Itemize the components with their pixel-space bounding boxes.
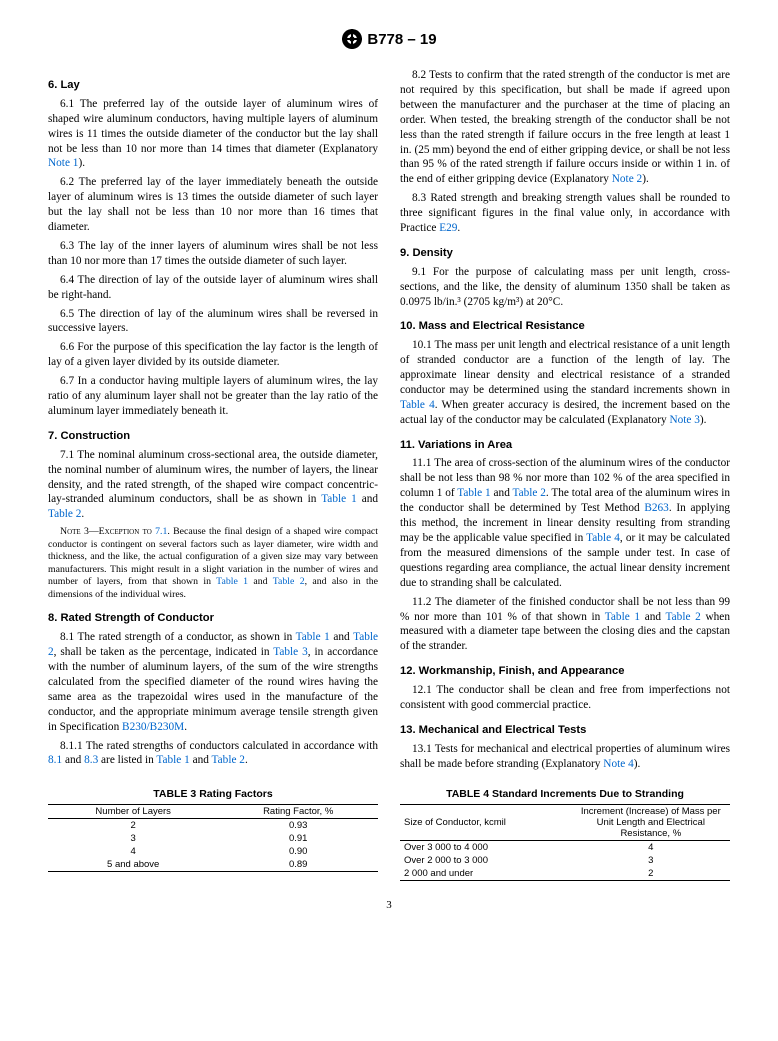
table-2-link[interactable]: Table 2 xyxy=(512,487,545,499)
note-2-link[interactable]: Note 2 xyxy=(612,173,642,185)
document-header: B778 – 19 xyxy=(48,28,730,50)
section-13-head: 13. Mechanical and Electrical Tests xyxy=(400,723,730,738)
ref-8-3-link[interactable]: 8.3 xyxy=(84,754,98,766)
para-8-3: 8.3 Rated strength and breaking strength… xyxy=(400,191,730,236)
para-9-1: 9.1 For the purpose of calculating mass … xyxy=(400,265,730,310)
table-row: Over 2 000 to 3 0003 xyxy=(400,854,730,867)
spec-b230-link[interactable]: B230/B230M xyxy=(122,721,184,733)
practice-e29-link[interactable]: E29 xyxy=(439,222,457,234)
para-6-7: 6.7 In a conductor having multiple layer… xyxy=(48,374,378,419)
table-1-link[interactable]: Table 1 xyxy=(296,631,330,643)
note-3-link[interactable]: Note 3 xyxy=(669,414,699,426)
table-2-link[interactable]: Table 2 xyxy=(48,508,81,520)
table-3-title: TABLE 3 Rating Factors xyxy=(48,788,378,800)
page-number: 3 xyxy=(48,899,730,911)
tables-row: TABLE 3 Rating Factors Number of LayersR… xyxy=(48,788,730,881)
table-row: 40.90 xyxy=(48,845,378,858)
table-row: 5 and above0.89 xyxy=(48,858,378,871)
para-7-1: 7.1 The nominal aluminum cross-sectional… xyxy=(48,448,378,523)
table-4: TABLE 4 Standard Increments Due to Stran… xyxy=(400,788,730,881)
para-8-1: 8.1 The rated strength of a conductor, a… xyxy=(48,630,378,734)
section-7-head: 7. Construction xyxy=(48,429,378,444)
para-6-5: 6.5 The direction of lay of the aluminum… xyxy=(48,307,378,337)
table-4-title: TABLE 4 Standard Increments Due to Stran… xyxy=(400,788,730,800)
table-1-link[interactable]: Table 1 xyxy=(156,754,189,766)
section-12-head: 12. Workmanship, Finish, and Appearance xyxy=(400,664,730,679)
table-4-link[interactable]: Table 4 xyxy=(586,532,620,544)
para-10-1: 10.1 The mass per unit length and electr… xyxy=(400,338,730,427)
table-row: 20.93 xyxy=(48,819,378,832)
note-4-link[interactable]: Note 4 xyxy=(603,758,633,770)
page: B778 – 19 6. Lay 6.1 The preferred lay o… xyxy=(0,0,778,941)
table-4-h1: Size of Conductor, kcmil xyxy=(400,805,572,840)
table-1-link[interactable]: Table 1 xyxy=(605,611,640,623)
para-6-4: 6.4 The direction of lay of the outside … xyxy=(48,273,378,303)
note-3: Note 3—Exception to 7.1. Because the fin… xyxy=(48,526,378,601)
section-10-head: 10. Mass and Electrical Resistance xyxy=(400,319,730,334)
section-11-head: 11. Variations in Area xyxy=(400,438,730,453)
table-4-h2: Increment (Increase) of Mass per Unit Le… xyxy=(572,805,730,840)
table-2-link[interactable]: Table 2 xyxy=(212,754,245,766)
table-4-link[interactable]: Table 4 xyxy=(400,399,435,411)
ref-7-1-link[interactable]: 7.1 xyxy=(155,526,167,537)
para-6-2: 6.2 The preferred lay of the layer immed… xyxy=(48,175,378,235)
body-columns: 6. Lay 6.1 The preferred lay of the outs… xyxy=(48,68,730,774)
ref-8-1-link[interactable]: 8.1 xyxy=(48,754,62,766)
para-11-1: 11.1 The area of cross-section of the al… xyxy=(400,456,730,590)
para-8-1-1: 8.1.1 The rated strengths of conductors … xyxy=(48,739,378,769)
table-2-link[interactable]: Table 2 xyxy=(273,576,305,587)
designation: B778 – 19 xyxy=(367,31,436,48)
para-6-6: 6.6 For the purpose of this specificatio… xyxy=(48,340,378,370)
table-row: 2 000 and under2 xyxy=(400,867,730,880)
table-row: Over 3 000 to 4 0004 xyxy=(400,841,730,854)
section-6-head: 6. Lay xyxy=(48,78,378,93)
table-3-h1: Number of Layers xyxy=(48,805,218,818)
table-1-link[interactable]: Table 1 xyxy=(457,487,490,499)
para-13-1: 13.1 Tests for mechanical and electrical… xyxy=(400,742,730,772)
table-1-link[interactable]: Table 1 xyxy=(321,493,357,505)
section-9-head: 9. Density xyxy=(400,246,730,261)
para-8-2: 8.2 Tests to confirm that the rated stre… xyxy=(400,68,730,187)
note-1-link[interactable]: Note 1 xyxy=(48,157,78,169)
para-6-3: 6.3 The lay of the inner layers of alumi… xyxy=(48,239,378,269)
table-2-link[interactable]: Table 2 xyxy=(666,611,701,623)
table-3-h2: Rating Factor, % xyxy=(218,805,378,818)
para-11-2: 11.2 The diameter of the finished conduc… xyxy=(400,595,730,655)
test-b263-link[interactable]: B263 xyxy=(644,502,668,514)
table-3: TABLE 3 Rating Factors Number of LayersR… xyxy=(48,788,378,881)
astm-logo-icon xyxy=(341,28,363,50)
table-1-link[interactable]: Table 1 xyxy=(216,576,248,587)
para-6-1: 6.1 The preferred lay of the outside lay… xyxy=(48,97,378,172)
table-row: 30.91 xyxy=(48,832,378,845)
para-12-1: 12.1 The conductor shall be clean and fr… xyxy=(400,683,730,713)
section-8-head: 8. Rated Strength of Conductor xyxy=(48,611,378,626)
table-3-link[interactable]: Table 3 xyxy=(273,646,308,658)
